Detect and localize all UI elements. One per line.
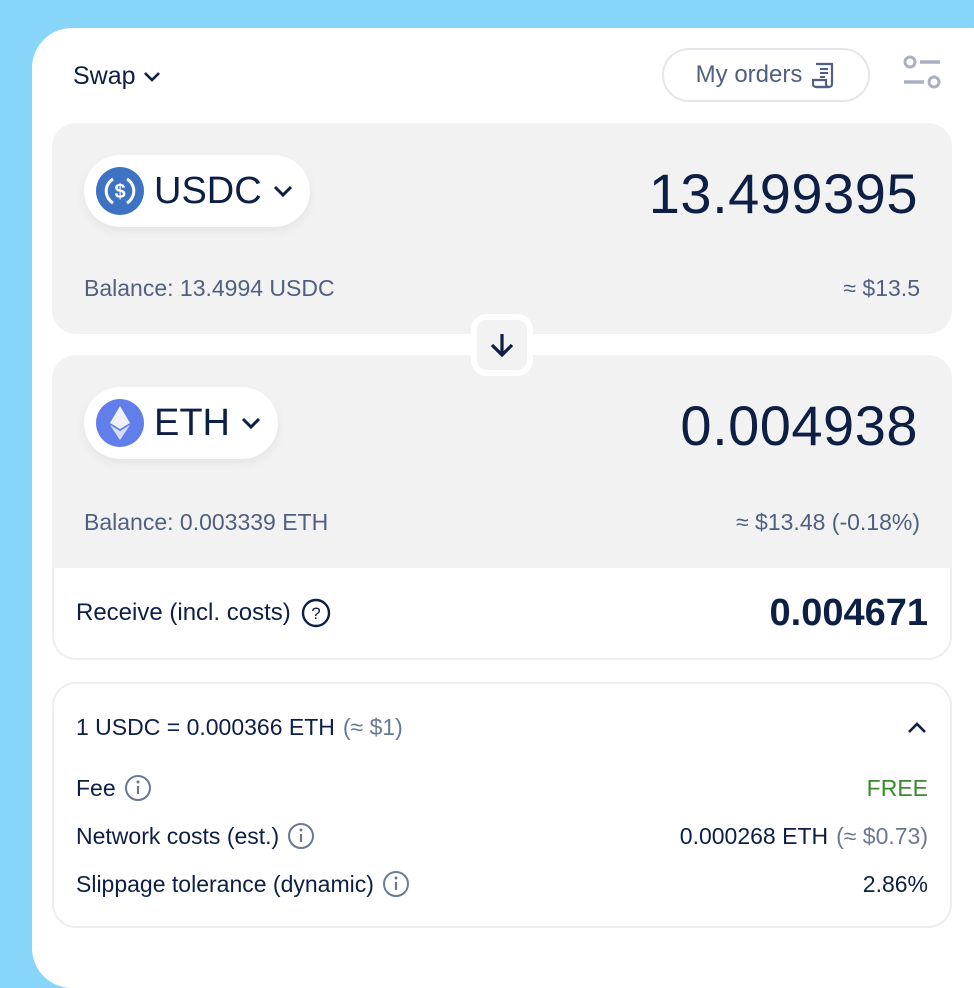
settings-sliders-icon[interactable] xyxy=(902,54,942,90)
fee-label: Fee xyxy=(76,774,116,801)
sell-token-symbol: USDC xyxy=(154,169,262,212)
network-costs-row: Network costs (est.) 0.000268 ETH (≈ $0.73… xyxy=(76,822,928,850)
svg-text:$: $ xyxy=(114,181,125,203)
buy-token-selector[interactable]: ETH xyxy=(84,387,278,459)
slippage-row: Slippage tolerance (dynamic) 2.86% xyxy=(76,870,928,898)
swap-title: Swap xyxy=(73,62,136,90)
network-costs-label: Network costs (est.) xyxy=(76,822,280,849)
exchange-rate-usd: (≈ $1) xyxy=(342,714,403,740)
receipt-icon xyxy=(812,62,834,89)
fee-value: FREE xyxy=(866,774,928,801)
buy-usd-value: ≈ $13.48 (-0.18%) xyxy=(736,509,920,535)
buy-balance: Balance: 0.003339 ETH xyxy=(84,509,329,535)
receive-label: Receive (incl. costs) xyxy=(76,599,291,626)
chevron-up-icon[interactable] xyxy=(906,721,928,735)
swap-mode-dropdown[interactable]: Swap xyxy=(73,62,162,91)
sell-amount-input[interactable]: 13.499395 xyxy=(648,162,918,225)
help-icon[interactable]: ? xyxy=(301,598,331,628)
svg-text:?: ? xyxy=(311,604,320,623)
chevron-down-icon xyxy=(241,417,261,430)
info-icon[interactable] xyxy=(382,870,410,898)
buy-panel: ETH 0.004938 Balance: 0.003339 ETH ≈ $13… xyxy=(52,355,952,568)
eth-icon xyxy=(96,399,144,447)
buy-token-symbol: ETH xyxy=(154,401,230,444)
sell-token-selector[interactable]: $ USDC xyxy=(84,155,310,227)
switch-tokens-button[interactable] xyxy=(471,314,533,376)
receive-amount: 0.004671 xyxy=(769,592,929,634)
arrow-down-icon xyxy=(490,334,514,358)
sell-usd-value: ≈ $13.5 xyxy=(843,275,920,301)
info-icon[interactable] xyxy=(124,774,152,802)
fee-row: Fee FREE xyxy=(76,774,928,802)
receive-section: Receive (incl. costs) ? 0.004671 xyxy=(52,568,952,660)
rate-row[interactable]: 1 USDC = 0.000366 ETH (≈ $1) xyxy=(76,714,928,741)
chevron-down-icon xyxy=(143,71,160,82)
slippage-label: Slippage tolerance (dynamic) xyxy=(76,870,374,897)
buy-amount-input[interactable]: 0.004938 xyxy=(680,394,918,457)
sell-balance[interactable]: Balance: 13.4994 USDC xyxy=(84,275,335,301)
network-costs-usd: (≈ $0.73) xyxy=(836,822,928,849)
info-icon[interactable] xyxy=(287,822,315,850)
my-orders-button[interactable]: My orders xyxy=(662,48,870,102)
exchange-rate: 1 USDC = 0.000366 ETH xyxy=(76,714,335,740)
usdc-icon: $ xyxy=(96,167,144,215)
slippage-value[interactable]: 2.86% xyxy=(862,870,928,897)
network-costs-value: 0.000268 ETH xyxy=(679,822,829,849)
sell-panel: $ USDC 13.499395 Balance: 13.4994 USDC ≈… xyxy=(52,123,952,334)
my-orders-label: My orders xyxy=(695,61,803,88)
chevron-down-icon xyxy=(273,185,292,198)
trade-details: 1 USDC = 0.000366 ETH (≈ $1) Fee FREE Netw… xyxy=(52,682,952,928)
